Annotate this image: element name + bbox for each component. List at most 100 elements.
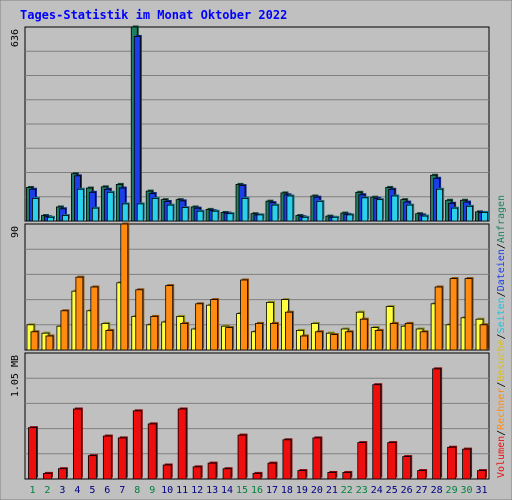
bar-volumen-day-1 <box>28 427 37 480</box>
bar-volumen-day-12 <box>192 466 202 480</box>
legend-separator: / <box>496 333 507 339</box>
bar-seiten-day-3 <box>62 215 69 222</box>
bar-seiten-day-14 <box>226 213 234 222</box>
bar-rechner-day-20 <box>314 331 323 351</box>
bar-rechner-day-2 <box>45 335 54 351</box>
bar-rechner-day-24 <box>374 329 383 351</box>
bar-rechner-day-14 <box>225 327 233 351</box>
legend-entry-dateien: Dateien <box>496 249 507 291</box>
bar-volumen-day-16 <box>252 472 262 480</box>
bar-seiten-day-31 <box>481 212 488 222</box>
bar-seiten-day-26 <box>406 204 414 222</box>
chart-title: Tages-Statistik im Monat Oktober 2022 <box>20 8 287 22</box>
legend-separator: / <box>496 382 507 388</box>
bar-volumen-day-2 <box>43 472 52 480</box>
x-tick-label: 1 <box>29 485 35 496</box>
bar-rechner-day-31 <box>479 324 488 351</box>
bar-seiten-day-2 <box>47 216 54 222</box>
bar-volumen-day-10 <box>162 464 172 480</box>
x-tick-label: 3 <box>59 485 65 496</box>
x-tick-label: 26 <box>401 485 413 496</box>
x-axis-labels: 1 2 3 4 5 6 7 8 9 10 11 12 13 14 15 16 17 18 19 20 21 22 23 24 2… <box>29 485 487 496</box>
x-tick-label: 22 <box>341 485 353 496</box>
x-tick-label: 4 <box>74 485 80 496</box>
x-tick-label: 20 <box>311 485 323 496</box>
x-tick-label: 13 <box>206 485 218 496</box>
bar-seiten-day-21 <box>331 216 339 222</box>
bar-rechner-day-11 <box>180 322 189 351</box>
bar-seiten-day-18 <box>286 195 294 222</box>
bar-volumen-day-9 <box>147 423 157 480</box>
bar-seiten-day-1 <box>32 198 39 222</box>
bar-seiten-day-23 <box>361 197 369 222</box>
panel-top: 636 <box>10 25 490 222</box>
bar-volumen-day-24 <box>372 384 382 480</box>
x-tick-label: 11 <box>176 485 188 496</box>
legend-entry-anfragen: Anfragen <box>496 195 507 243</box>
bar-seiten-day-7 <box>121 203 129 222</box>
panel-top-max-label: 636 <box>10 29 21 47</box>
bar-volumen-day-20 <box>312 437 322 480</box>
bar-seiten-day-29 <box>451 207 458 222</box>
bar-rechner-day-4 <box>75 276 84 351</box>
bar-seiten-day-24 <box>376 199 384 222</box>
bar-rechner-day-13 <box>210 299 218 351</box>
x-tick-label: 19 <box>296 485 308 496</box>
legend-entry-seiten: Seiten <box>496 297 507 333</box>
bar-seiten-day-25 <box>391 195 399 222</box>
bar-rechner-day-3 <box>60 310 69 351</box>
x-tick-label: 9 <box>149 485 155 496</box>
bar-rechner-day-5 <box>90 286 99 351</box>
x-tick-label: 28 <box>431 485 443 496</box>
bar-seiten-day-22 <box>346 214 354 222</box>
x-tick-label: 27 <box>416 485 428 496</box>
x-tick-label: 30 <box>461 485 473 496</box>
bar-volumen-day-31 <box>477 470 486 480</box>
x-tick-label: 17 <box>266 485 278 496</box>
bar-volumen-day-5 <box>87 455 97 480</box>
bar-volumen-day-26 <box>402 456 412 480</box>
bar-volumen-day-11 <box>177 408 187 480</box>
bar-seiten-day-19 <box>301 216 309 222</box>
bar-rechner-day-16 <box>255 322 263 351</box>
x-tick-label: 8 <box>134 485 140 496</box>
x-tick-label: 18 <box>281 485 293 496</box>
bar-rechner-day-9 <box>150 315 159 351</box>
bar-seiten-day-30 <box>466 205 473 222</box>
bar-dateien-day-8 <box>133 36 141 222</box>
bar-volumen-day-23 <box>357 442 367 480</box>
bar-rechner-day-28 <box>434 286 443 351</box>
bar-seiten-day-17 <box>271 204 279 222</box>
legend-entry-besuche: Besuche <box>496 339 507 381</box>
legend-entry-volumen: Volumen <box>496 436 507 478</box>
bar-seiten-day-11 <box>181 207 189 222</box>
x-tick-label: 5 <box>89 485 95 496</box>
bar-volumen-day-19 <box>297 470 307 480</box>
bar-seiten-day-13 <box>211 210 219 222</box>
bar-rechner-day-12 <box>195 303 204 351</box>
chart-panels: 636 90 1.05 MB <box>10 25 490 480</box>
bar-rechner-day-29 <box>449 278 458 351</box>
x-tick-label: 16 <box>251 485 263 496</box>
bar-rechner-day-23 <box>359 318 368 351</box>
bar-rechner-day-10 <box>165 285 174 351</box>
bar-volumen-day-14 <box>222 468 232 480</box>
x-tick-label: 12 <box>191 485 203 496</box>
bar-volumen-day-3 <box>58 468 67 480</box>
bar-seiten-day-28 <box>436 188 444 222</box>
bar-seiten-day-5 <box>91 207 99 222</box>
x-tick-label: 10 <box>161 485 173 496</box>
bar-volumen-day-21 <box>327 472 337 480</box>
bar-volumen-day-22 <box>342 472 352 480</box>
bar-seiten-day-27 <box>421 215 429 222</box>
bar-volumen-day-4 <box>72 408 82 480</box>
bar-volumen-day-13 <box>207 462 217 480</box>
bar-rechner-day-8 <box>135 289 144 351</box>
bar-volumen-day-30 <box>462 448 471 480</box>
x-tick-label: 14 <box>221 485 233 496</box>
bar-rechner-day-30 <box>464 278 473 351</box>
bar-rechner-day-6 <box>105 329 114 351</box>
x-tick-label: 7 <box>119 485 125 496</box>
panel-middle-max-label: 90 <box>10 226 21 238</box>
bar-rechner-day-21 <box>329 334 338 351</box>
